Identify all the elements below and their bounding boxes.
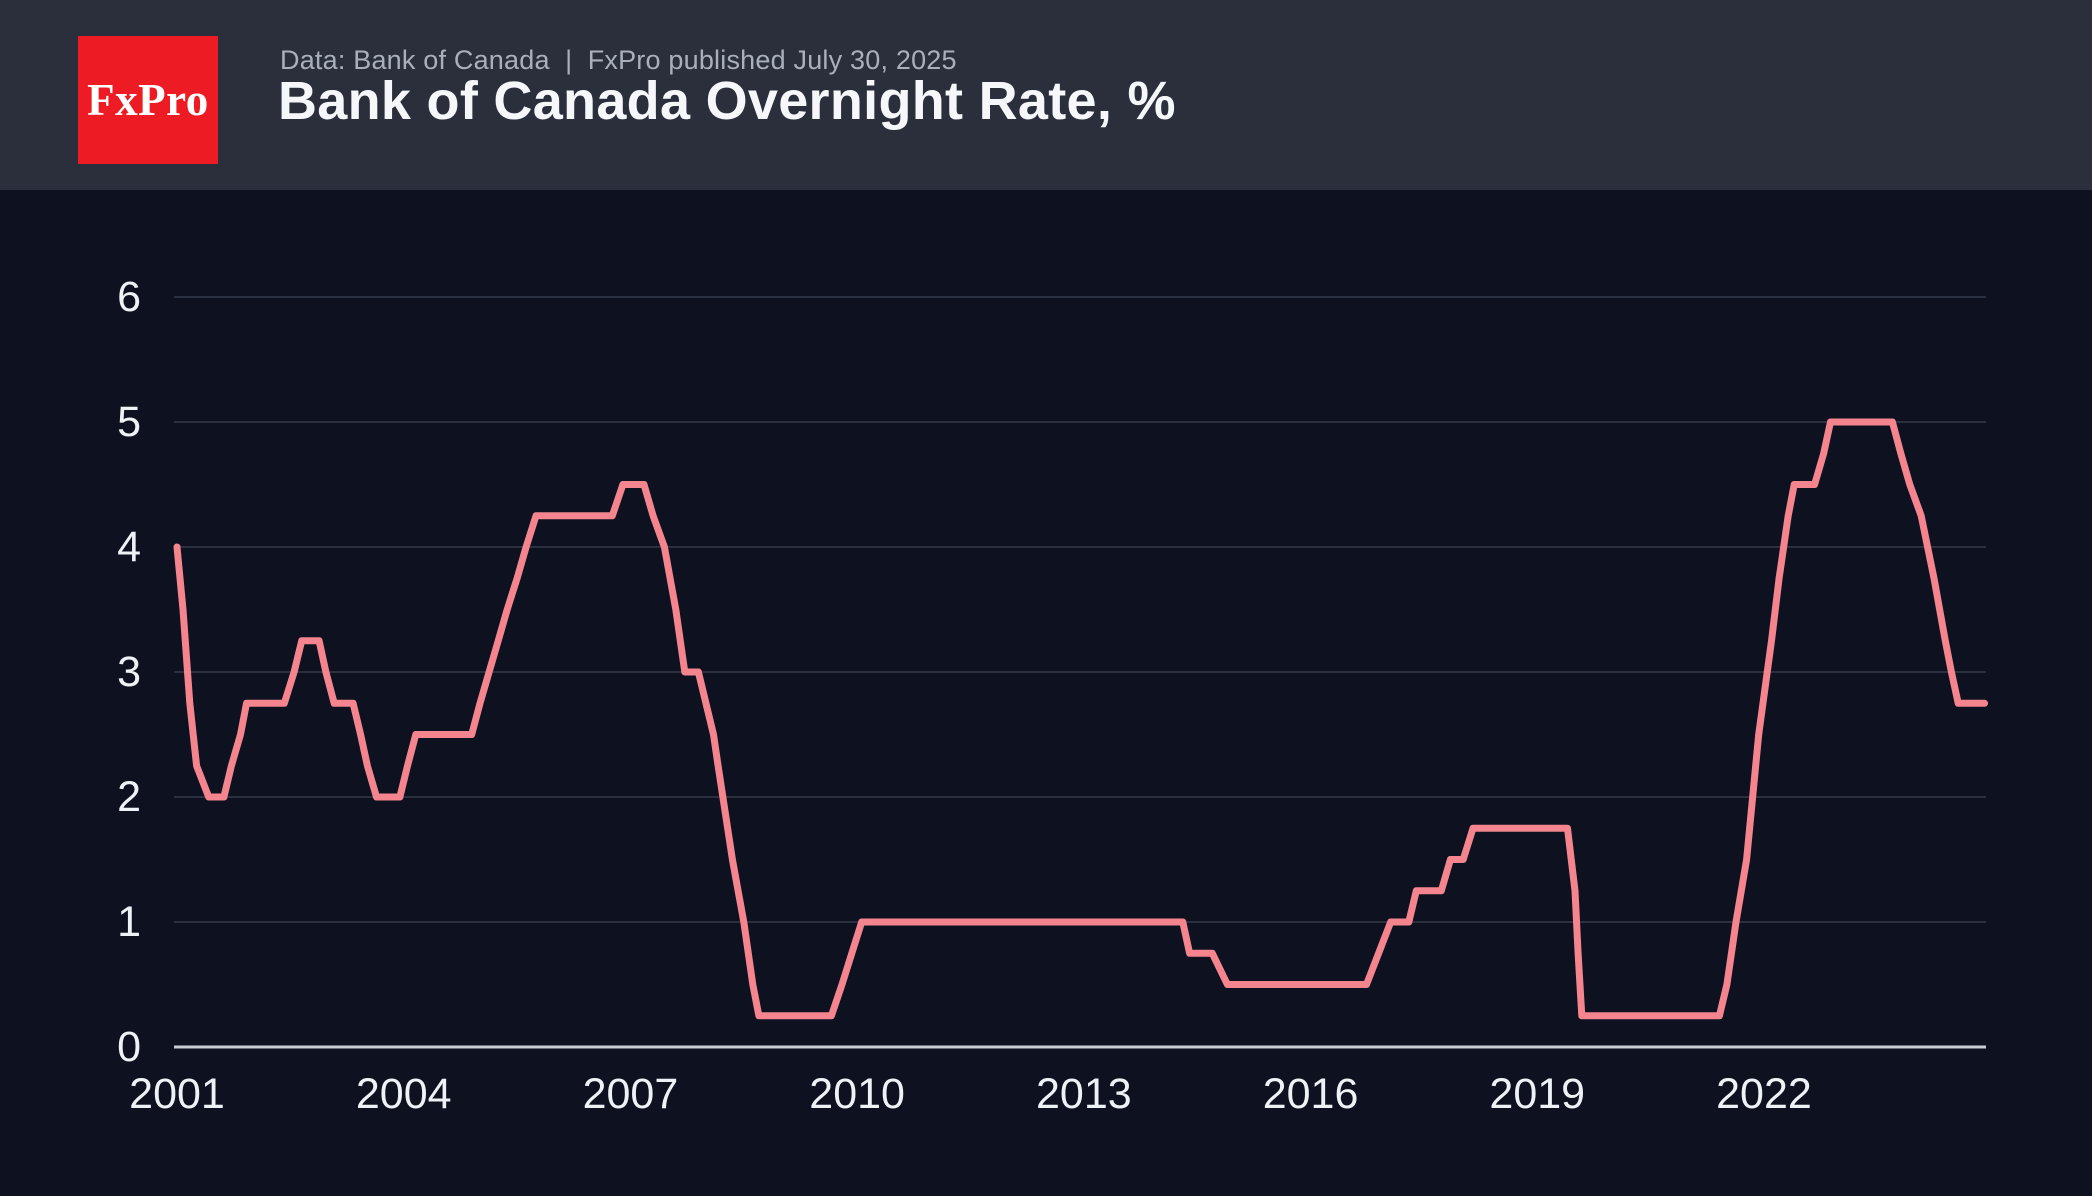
x-tick-label: 2019 — [1489, 1070, 1585, 1118]
fxpro-logo: FxPro — [78, 36, 218, 164]
header-bar: FxPro Data: Bank of Canada | FxPro publi… — [0, 0, 2092, 190]
fxpro-logo-text: FxPro — [87, 75, 209, 125]
x-tick-label: 2004 — [356, 1070, 452, 1118]
y-tick-label: 2 — [117, 773, 141, 821]
x-tick-label: 2016 — [1263, 1070, 1359, 1118]
y-tick-label: 4 — [117, 523, 141, 571]
y-tick-label: 3 — [117, 648, 141, 696]
y-tick-label: 6 — [117, 273, 141, 321]
x-tick-label: 2013 — [1036, 1070, 1132, 1118]
y-tick-label: 5 — [117, 398, 141, 446]
x-tick-label: 2022 — [1716, 1070, 1812, 1118]
y-tick-label: 0 — [117, 1023, 141, 1071]
rate-line — [173, 418, 1989, 1020]
source-caption: Data: Bank of Canada | FxPro published J… — [280, 45, 957, 75]
x-tick-label: 2010 — [809, 1070, 905, 1118]
chart-title: Bank of Canada Overnight Rate, % — [278, 71, 1176, 131]
y-tick-label: 1 — [117, 898, 141, 946]
x-tick-label: 2001 — [129, 1070, 225, 1118]
x-tick-label: 2007 — [583, 1070, 679, 1118]
